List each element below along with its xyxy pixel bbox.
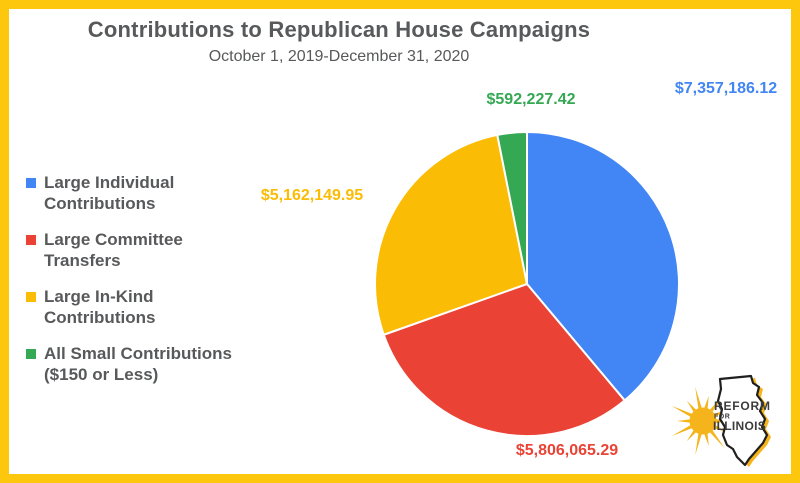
sun-ray bbox=[686, 429, 697, 442]
pie-slice-3 bbox=[496, 131, 528, 285]
sun-ray bbox=[704, 395, 709, 410]
sun-ray bbox=[671, 424, 693, 437]
legend-color-swatch bbox=[26, 178, 36, 188]
legend-label-line: Large Individual bbox=[44, 173, 175, 192]
pie-chart bbox=[374, 131, 680, 437]
pie-slice-0 bbox=[526, 131, 680, 402]
legend-item-large-individual: Large Individual Contributions bbox=[26, 172, 232, 214]
legend-label-line: Large In-Kind bbox=[44, 287, 154, 306]
legend-label-line: Transfers bbox=[44, 251, 121, 270]
legend-label-line: All Small Contributions bbox=[44, 344, 232, 363]
legend-label-line: Contributions bbox=[44, 308, 156, 327]
sun-ray bbox=[709, 429, 725, 449]
legend-label: Large In-Kind Contributions bbox=[44, 286, 155, 328]
chart-header: Contributions to Republican House Campai… bbox=[9, 17, 669, 66]
chart-subtitle: October 1, 2019-December 31, 2020 bbox=[208, 48, 470, 65]
sun-ray bbox=[704, 432, 709, 447]
slice-value-label-large-individual: $7,357,186.12 bbox=[674, 80, 778, 97]
sun-ray bbox=[695, 386, 702, 410]
legend-label-line: Large Committee bbox=[44, 230, 183, 249]
legend-item-large-inkind: Large In-Kind Contributions bbox=[26, 286, 232, 328]
legend-item-large-committee: Large Committee Transfers bbox=[26, 229, 232, 271]
sun-core bbox=[689, 407, 717, 435]
legend-label: All Small Contributions ($150 or Less) bbox=[44, 343, 232, 385]
legend-color-swatch bbox=[26, 235, 36, 245]
logo-text-illinois: ILLINOIS bbox=[713, 419, 766, 433]
sun-ray bbox=[686, 400, 697, 413]
chart-title: Contributions to Republican House Campai… bbox=[87, 17, 591, 42]
pie-slice-1 bbox=[382, 283, 626, 437]
legend-color-swatch bbox=[26, 292, 36, 302]
legend: Large Individual Contributions Large Com… bbox=[26, 172, 232, 385]
logo-text-reform: REFORM bbox=[714, 399, 771, 413]
legend-color-swatch bbox=[26, 349, 36, 359]
sun-ray bbox=[695, 432, 702, 456]
legend-label: Large Individual Contributions bbox=[44, 172, 174, 214]
logo-text-for: FOR bbox=[714, 414, 730, 421]
pie-slice-2 bbox=[374, 133, 528, 336]
slice-value-label-small-contributions: $592,227.42 bbox=[486, 91, 576, 108]
legend-item-small-contributions: All Small Contributions ($150 or Less) bbox=[26, 343, 232, 385]
slice-value-label-large-inkind: $5,162,149.95 bbox=[260, 187, 364, 204]
reform-for-illinois-logo: REFORM FOR ILLINOIS bbox=[671, 374, 771, 467]
sun-ray bbox=[671, 405, 693, 418]
sun-ray bbox=[677, 419, 691, 423]
illinois-outline bbox=[716, 374, 769, 467]
legend-label: Large Committee Transfers bbox=[44, 229, 183, 271]
legend-label-line: Contributions bbox=[44, 194, 156, 213]
slice-value-label-large-committee: $5,806,065.29 bbox=[515, 442, 619, 459]
legend-label-line: ($150 or Less) bbox=[44, 365, 159, 384]
